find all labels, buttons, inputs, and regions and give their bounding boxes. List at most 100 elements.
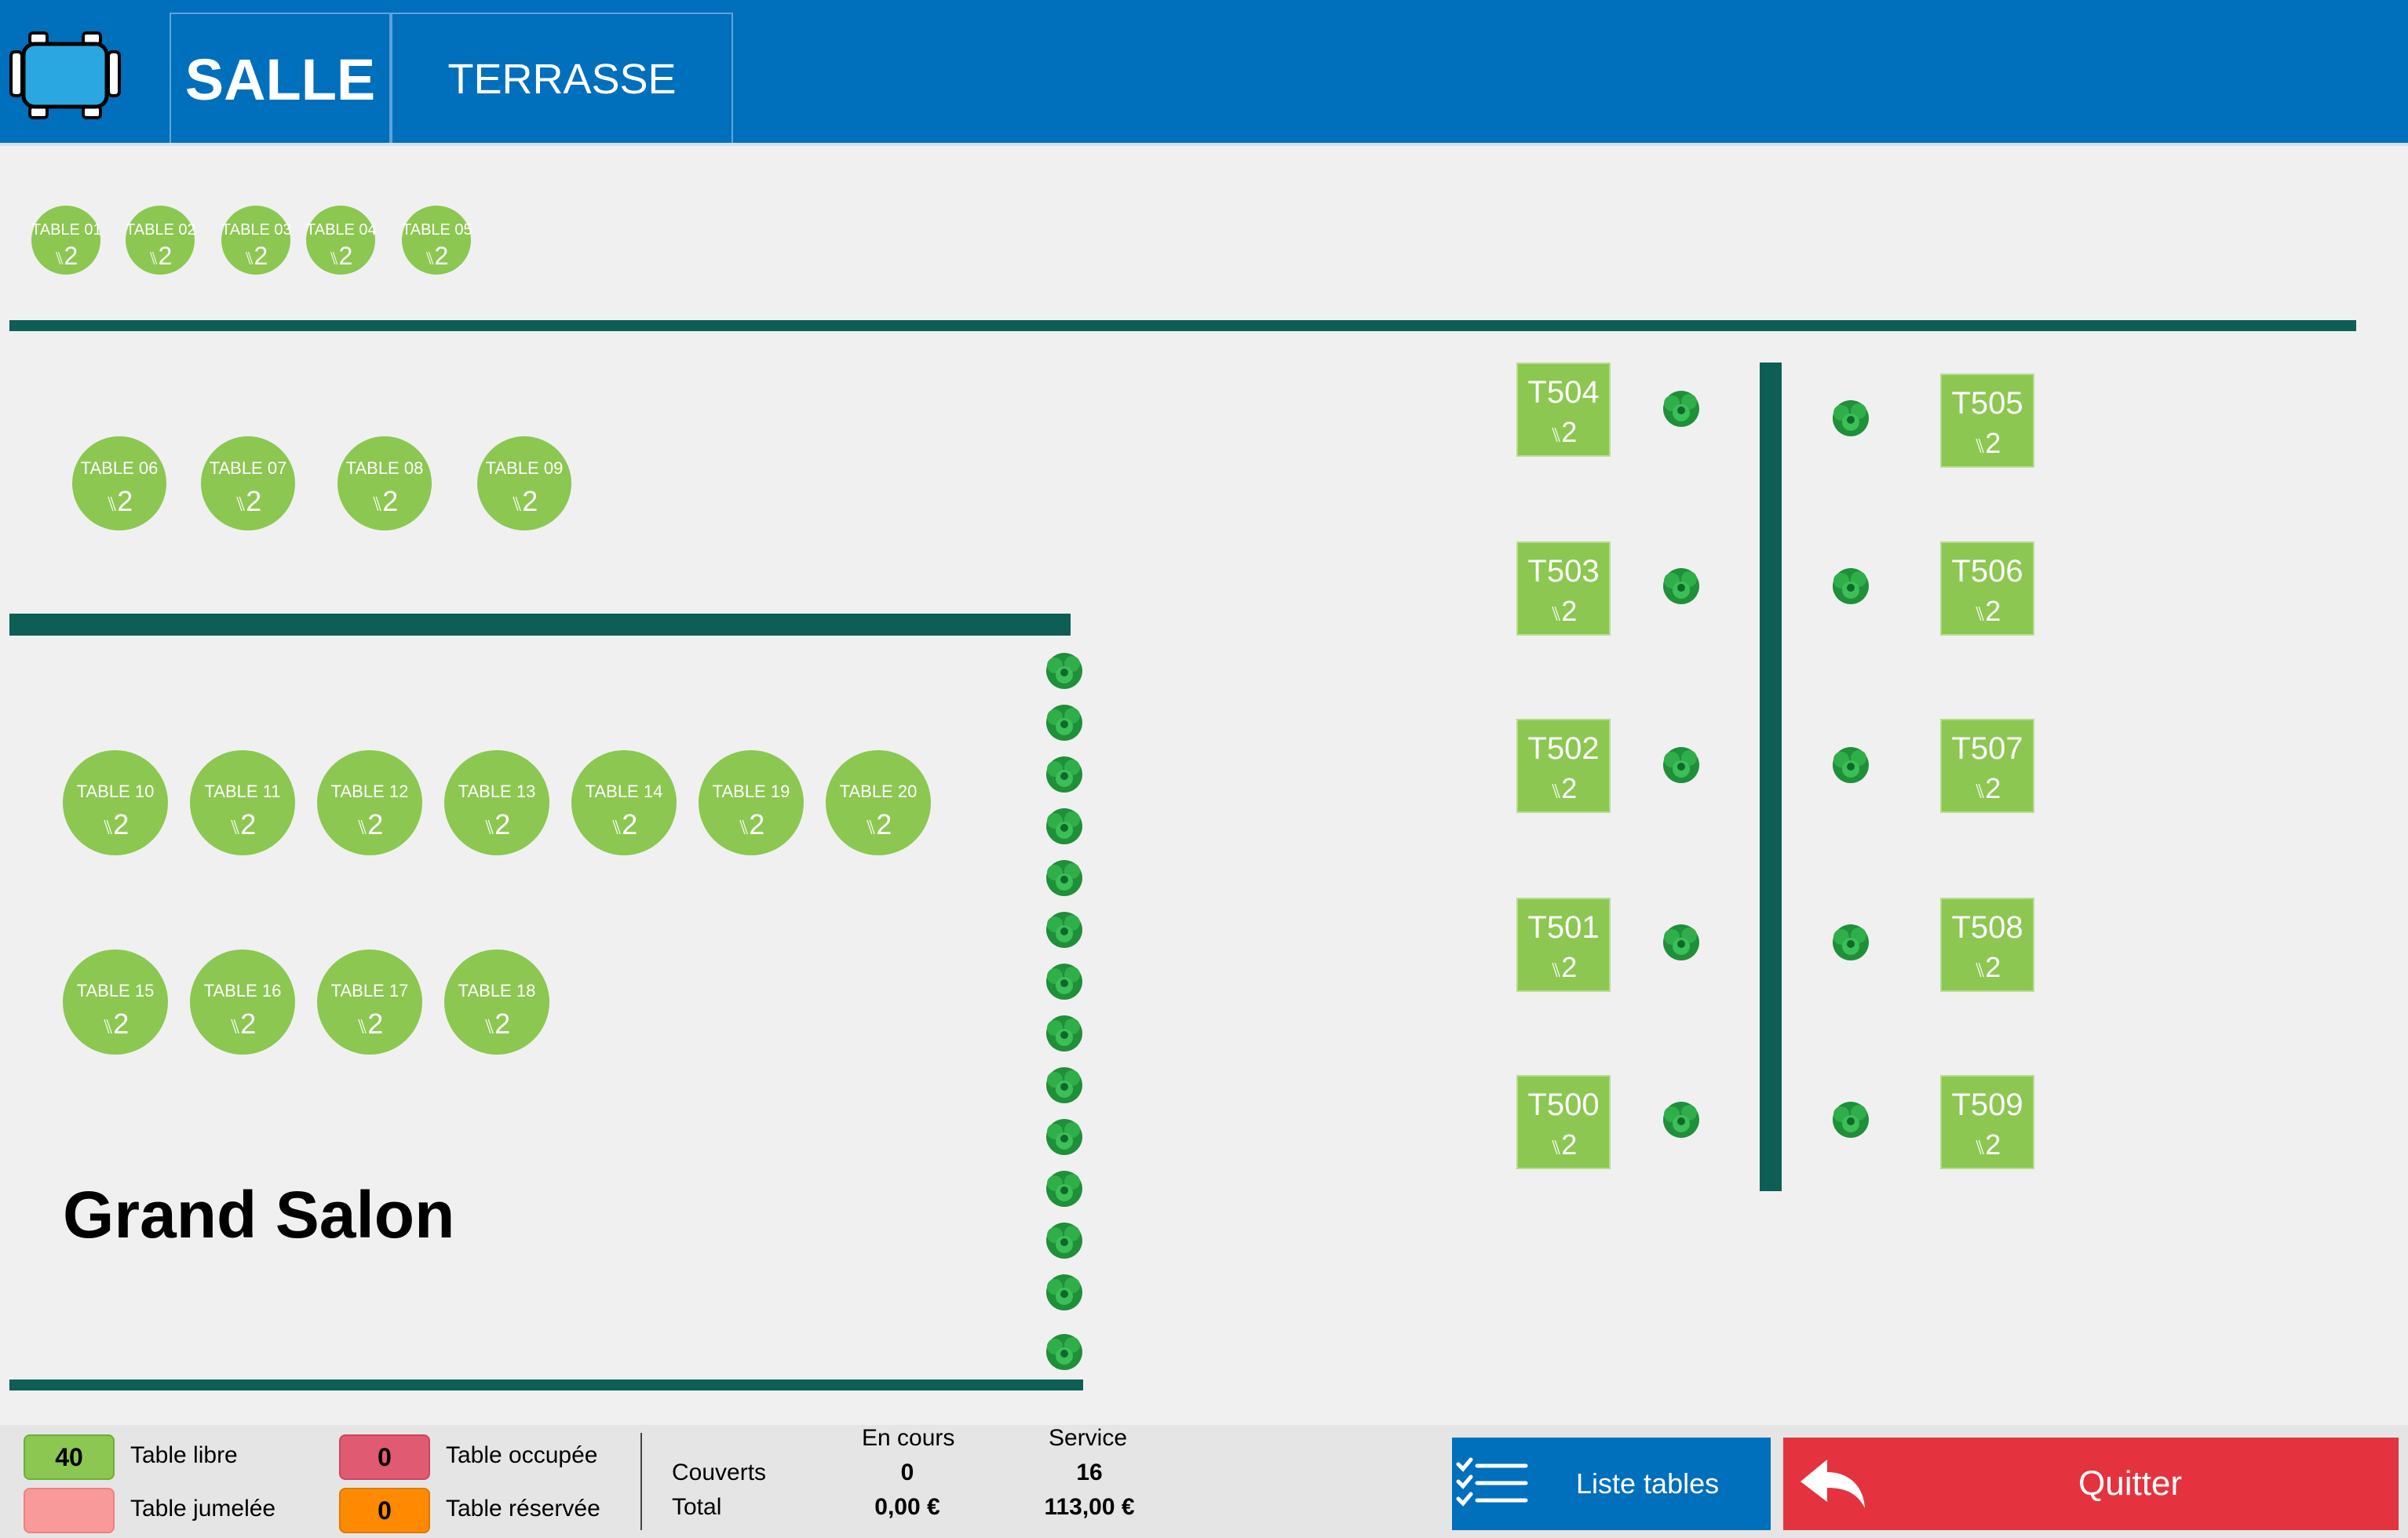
covers-count: 2 (64, 242, 78, 270)
table-14[interactable]: TABLE 14 ⑊2 (571, 750, 677, 855)
cutlery-icon: ⑊ (510, 494, 524, 516)
cutlery-icon: ⑊ (610, 817, 623, 839)
table-covers: ⑊2 (1942, 772, 2033, 805)
top-bar: SALLE TERRASSE (0, 0, 2408, 146)
legend-reserved-count: 0 (339, 1488, 430, 1533)
table-covers: ⑊2 (1942, 1128, 2033, 1161)
legend-free-count: 40 (24, 1434, 115, 1480)
table-covers: ⑊2 (306, 242, 375, 271)
cutlery-icon: ⑊ (737, 817, 750, 839)
table-15[interactable]: TABLE 15 ⑊2 (63, 949, 168, 1055)
list-tables-button[interactable]: Liste tables (1452, 1438, 1771, 1530)
table-t502[interactable]: T502 ⑊2 (1516, 719, 1611, 813)
table-02[interactable]: TABLE 02 ⑊2 (126, 206, 196, 275)
table-13[interactable]: TABLE 13 ⑊2 (444, 750, 549, 855)
table-name: TABLE 02 (126, 221, 196, 239)
cutlery-icon: ⑊ (483, 817, 496, 839)
total-service-value: 113,00 € (1044, 1494, 1135, 1520)
table-01[interactable]: TABLE 01 ⑊2 (31, 206, 102, 275)
table-covers: ⑊2 (1942, 595, 2033, 628)
table-t500[interactable]: T500 ⑊2 (1516, 1075, 1611, 1169)
covers-count: 2 (1561, 772, 1578, 804)
covers-count: 2 (522, 485, 538, 517)
stats-header-service: Service (1049, 1425, 1128, 1451)
covers-count: 2 (158, 242, 173, 270)
wall (9, 1379, 1083, 1390)
table-08[interactable]: TABLE 08 ⑊2 (337, 436, 432, 530)
cutlery-icon: ⑊ (370, 494, 384, 516)
table-name: T503 (1527, 554, 1600, 589)
tab-terrasse[interactable]: TERRASSE (391, 13, 733, 144)
plant-icon (1046, 705, 1082, 741)
table-19[interactable]: TABLE 19 ⑊2 (699, 750, 804, 855)
cutlery-icon: ⑊ (148, 248, 159, 268)
table-name: TABLE 13 (458, 782, 536, 801)
table-t501[interactable]: T501 ⑊2 (1516, 898, 1611, 992)
room-label: Grand Salon (63, 1178, 455, 1252)
cutlery-icon: ⑊ (1549, 1137, 1563, 1159)
table-name: TABLE 06 (80, 458, 159, 478)
table-t505[interactable]: T505 ⑊2 (1940, 374, 2034, 468)
table-t507[interactable]: T507 ⑊2 (1940, 719, 2034, 813)
plant-icon (1046, 860, 1082, 896)
cutlery-icon: ⑊ (228, 1016, 242, 1038)
table-20[interactable]: TABLE 20 ⑊2 (826, 750, 931, 855)
table-name: TABLE 20 (839, 782, 918, 801)
plant-icon (1046, 1119, 1082, 1155)
cutlery-icon: ⑊ (483, 1016, 496, 1038)
plant-icon (1663, 747, 1699, 783)
plant-icon (1046, 964, 1082, 1000)
plant-icon (1046, 1223, 1082, 1259)
plant-icon (1046, 1274, 1082, 1310)
table-t504[interactable]: T504 ⑊2 (1516, 363, 1611, 457)
table-12[interactable]: TABLE 12 ⑊2 (317, 750, 422, 855)
covers-count: 2 (240, 808, 257, 840)
table-name: TABLE 07 (209, 458, 287, 478)
table-03[interactable]: TABLE 03 ⑊2 (221, 206, 292, 275)
covers-count: 2 (1561, 595, 1578, 627)
table-name: TABLE 05 (402, 221, 472, 239)
table-09[interactable]: TABLE 09 ⑊2 (477, 436, 571, 530)
table-t509[interactable]: T509 ⑊2 (1940, 1075, 2034, 1169)
cutlery-icon: ⑊ (1973, 960, 1987, 982)
footer-divider (640, 1433, 642, 1530)
table-10[interactable]: TABLE 10 ⑊2 (63, 750, 168, 855)
table-11[interactable]: TABLE 11 ⑊2 (190, 750, 295, 855)
stats-row-total: Total (672, 1494, 722, 1520)
table-t508[interactable]: T508 ⑊2 (1940, 898, 2034, 992)
cutlery-icon: ⑊ (1549, 425, 1563, 446)
plant-icon (1833, 747, 1869, 783)
table-t506[interactable]: T506 ⑊2 (1940, 541, 2034, 636)
table-covers: ⑊2 (826, 808, 931, 841)
table-covers: ⑊2 (699, 808, 804, 841)
table-name: T501 (1527, 910, 1600, 945)
total-en-cours-value: 0,00 € (874, 1494, 940, 1520)
checklist-icon (1456, 1457, 1528, 1507)
table-name: TABLE 17 (330, 981, 409, 1000)
table-17[interactable]: TABLE 17 ⑊2 (317, 949, 422, 1055)
table-04[interactable]: TABLE 04 ⑊2 (306, 206, 377, 275)
table-18[interactable]: TABLE 18 ⑊2 (444, 949, 549, 1055)
table-name: T508 (1951, 910, 2023, 945)
table-16[interactable]: TABLE 16 ⑊2 (190, 949, 295, 1055)
table-name: TABLE 01 (31, 221, 102, 239)
table-05[interactable]: TABLE 05 ⑊2 (402, 206, 472, 275)
table-covers: ⑊2 (317, 808, 422, 841)
plant-icon (1046, 1067, 1082, 1103)
plant-icon (1046, 653, 1082, 689)
table-name: TABLE 04 (306, 221, 377, 239)
cutlery-icon: ⑊ (234, 494, 247, 516)
cutlery-icon: ⑊ (53, 248, 65, 268)
plant-icon (1046, 1015, 1082, 1051)
plant-icon (1663, 924, 1699, 960)
table-t503[interactable]: T503 ⑊2 (1516, 541, 1611, 636)
covers-count: 2 (1985, 595, 2001, 627)
table-07[interactable]: TABLE 07 ⑊2 (201, 436, 295, 530)
tab-salle[interactable]: SALLE (170, 13, 391, 144)
table-covers: ⑊2 (1518, 1128, 1609, 1161)
table-covers: ⑊2 (72, 485, 166, 518)
table-covers: ⑊2 (190, 808, 295, 841)
quit-button[interactable]: Quitter (1783, 1438, 2399, 1530)
table-covers: ⑊2 (1518, 416, 1609, 449)
table-06[interactable]: TABLE 06 ⑊2 (72, 436, 166, 530)
